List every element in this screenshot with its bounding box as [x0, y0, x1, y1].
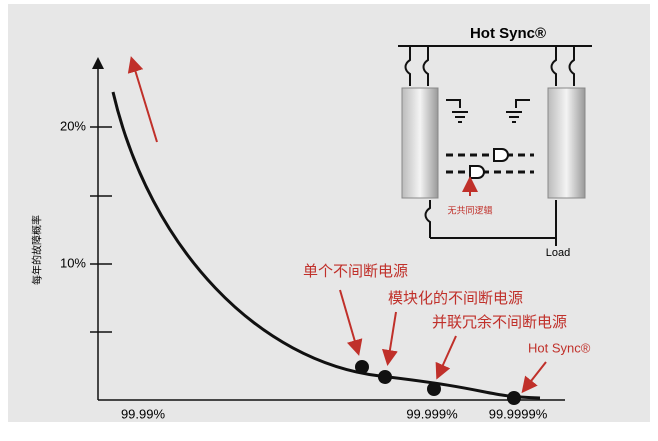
y-tick-label: 20% [60, 118, 86, 133]
y-axis-label: 每年的故障概率 [31, 215, 44, 285]
points [355, 360, 521, 405]
annotation: 单个不间断电源 [303, 263, 408, 280]
x-tick-label: 99.9999% [489, 406, 548, 421]
ups-cabinet [547, 87, 586, 199]
annotation: 并联冗余不间断电源 [432, 313, 567, 331]
inset-title: Hot Sync® [470, 25, 546, 42]
y-ticks [90, 126, 112, 333]
annotation: 模块化的不间断电源 [388, 290, 523, 307]
y-tick-label: 10% [60, 255, 86, 270]
annotation: Hot Sync® [528, 340, 591, 355]
logic-lines [446, 153, 534, 174]
inset-note: 无共同逻辑 [447, 204, 492, 215]
annotation-arrows [339, 289, 547, 394]
ups-cabinet [401, 87, 439, 199]
x-tick-label: 99.99% [121, 406, 166, 421]
trend-arrow [127, 56, 158, 143]
curve [111, 91, 541, 400]
wiring [398, 45, 592, 246]
x-tick-label: 99.999% [406, 406, 458, 421]
load-label: Load [546, 247, 570, 259]
gate [469, 165, 485, 179]
panel [8, 4, 650, 422]
gate [493, 148, 509, 162]
